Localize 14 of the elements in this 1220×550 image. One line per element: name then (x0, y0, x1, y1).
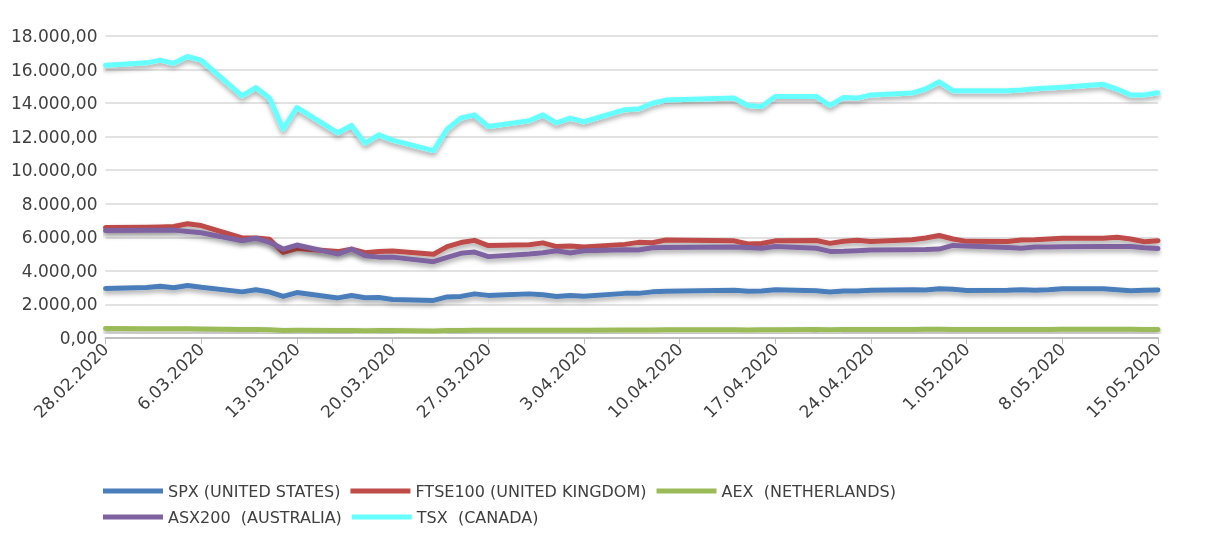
y-tick-label: 14.000,00 (10, 93, 98, 114)
y-tick-label: 10.000,00 (10, 160, 98, 181)
y-tick-label: 2.000,00 (21, 294, 98, 315)
legend-label: TSX (CANADA) (415, 507, 539, 527)
y-tick-label: 12.000,00 (10, 126, 98, 147)
y-tick-label: 18.000,00 (10, 26, 98, 46)
legend-label: ASX200 (AUSTRALIA) (168, 507, 342, 527)
y-tick-label: 4.000,00 (21, 260, 98, 281)
legend-label: SPX (UNITED STATES) (168, 481, 341, 501)
legend-label: FTSE100 (UNITED KINGDOM) (415, 481, 647, 501)
y-tick-label: 6.000,00 (21, 227, 98, 248)
legend-label: AEX (NETHERLANDS) (721, 481, 896, 501)
y-tick-label: 8.000,00 (21, 193, 98, 214)
y-tick-label: 16.000,00 (10, 59, 98, 80)
